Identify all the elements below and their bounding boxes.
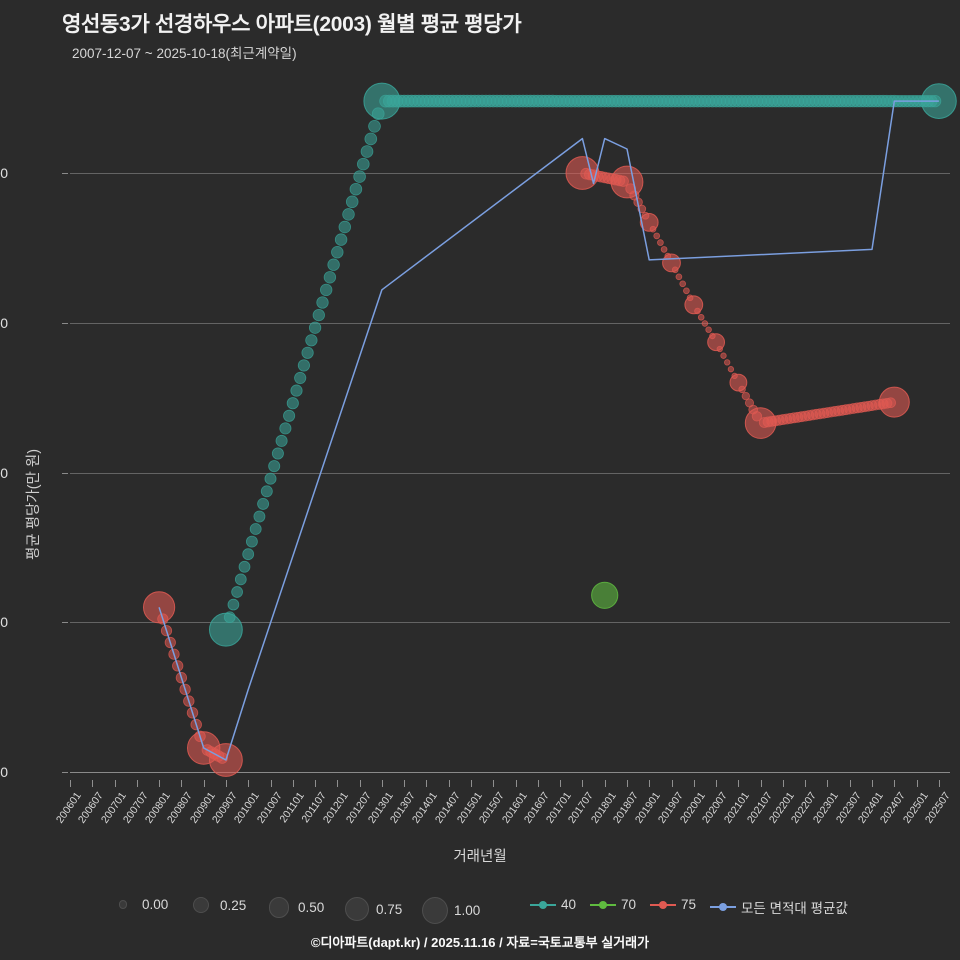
- x-axis-tick-mark: [315, 780, 317, 787]
- legend-series-label: 75: [681, 897, 697, 912]
- plot-area: [70, 78, 950, 773]
- legend-series-swatch: [710, 903, 736, 911]
- x-axis-tick-mark: [471, 780, 472, 787]
- x-axis-tick-mark: [827, 780, 829, 787]
- legend-series-swatch: [590, 900, 616, 909]
- y-axis-tick-mark: [62, 322, 68, 324]
- legend-size-label: 0.50: [298, 899, 325, 915]
- x-axis-tick-mark: [225, 780, 227, 787]
- legend-series-label: 70: [621, 897, 637, 912]
- y-axis-tick-mark: [62, 622, 68, 624]
- legend-series-label: 40: [561, 897, 577, 912]
- x-axis-tick-mark: [582, 780, 584, 787]
- x-axis-tick-mark: [448, 780, 450, 787]
- page-subtitle: 2007-12-07 ~ 2025-10-18(최근계약일): [72, 46, 297, 61]
- x-axis-tick-mark: [671, 780, 673, 787]
- x-axis-tick-mark: [337, 780, 339, 787]
- footer-credit: ©디아파트(dapt.kr) / 2025.11.16 / 자료=국토교통부 실…: [310, 935, 650, 950]
- x-axis-tick-mark: [70, 780, 71, 787]
- x-axis-tick-mark: [493, 780, 495, 787]
- x-axis-tick-mark: [92, 780, 94, 787]
- gridline: [70, 622, 950, 624]
- chart-legend: 0.00 0.25 0.50 0.75 1.00 40 70 75 모든 면적대 평균값: [0, 888, 960, 924]
- y-axis-tick-mark: [62, 173, 68, 174]
- x-axis-tick-mark: [203, 780, 205, 787]
- x-axis-tick-mark: [693, 780, 695, 787]
- legend-size-entry[interactable]: 0.25: [188, 897, 247, 914]
- y-axis-tick-mark: [62, 472, 68, 474]
- legend-size-label: 0.75: [376, 901, 403, 917]
- x-axis-tick-mark: [604, 780, 606, 787]
- x-axis-label: 거래년월: [453, 849, 507, 865]
- legend-series-75[interactable]: 75: [650, 897, 696, 912]
- legend-size-entry[interactable]: 0.00: [110, 897, 168, 912]
- x-axis-tick-mark: [649, 780, 651, 787]
- x-axis-tick-mark: [716, 780, 718, 787]
- y-axis-tick-label: 500: [0, 614, 8, 631]
- legend-size-entry[interactable]: 0.50: [266, 897, 324, 918]
- x-axis-tick-mark: [760, 780, 762, 787]
- legend-series-모든 면적대 평균값[interactable]: 모든 면적대 평균값: [710, 897, 848, 917]
- gridline: [70, 322, 950, 324]
- x-axis-tick-mark: [626, 780, 628, 787]
- legend-size-dot: [192, 897, 210, 914]
- x-axis-tick-mark: [159, 780, 161, 787]
- y-axis-tick-mark: [62, 772, 68, 773]
- x-axis-tick-mark: [270, 780, 272, 787]
- x-axis-tick-mark: [181, 780, 183, 787]
- legend-size-dot: [422, 897, 448, 924]
- x-axis-line: [70, 772, 950, 773]
- x-axis-tick-mark: [782, 780, 784, 787]
- legend-series-swatch: [650, 900, 676, 909]
- x-axis-tick-mark: [805, 780, 807, 787]
- x-axis-tick-mark: [136, 780, 138, 787]
- y-axis-tick-label: 400: [0, 764, 8, 780]
- x-axis-tick-mark: [872, 780, 874, 787]
- x-axis-tick-mark: [381, 780, 383, 787]
- y-axis-tick-label: 800: [0, 165, 8, 181]
- x-axis-tick-mark: [938, 780, 940, 787]
- x-axis-tick-mark: [738, 780, 740, 787]
- x-axis-tick-mark: [248, 780, 250, 787]
- y-axis-tick-label: 600: [0, 464, 8, 481]
- legend-series-label: 모든 면적대 평균값: [741, 901, 848, 916]
- x-axis-tick-mark: [916, 780, 918, 787]
- x-axis-tick-mark: [560, 780, 562, 787]
- legend-series-70[interactable]: 70: [590, 897, 636, 912]
- y-axis-label: 평균 평당가(만 원): [26, 448, 42, 560]
- legend-series-swatch: [530, 900, 556, 909]
- x-axis-tick-mark: [114, 780, 116, 787]
- legend-size-entry[interactable]: 1.00: [422, 897, 480, 924]
- x-axis-tick-mark: [537, 780, 539, 787]
- x-axis-tick-mark: [849, 780, 851, 787]
- x-axis-tick-mark: [426, 780, 428, 787]
- x-axis-tick-mark: [515, 780, 517, 787]
- x-axis-tick-mark: [292, 780, 294, 787]
- legend-size-label: 1.00: [454, 903, 481, 918]
- legend-size-label: 0.00: [142, 897, 169, 912]
- page-title: 영선동3가 선경하우스 아파트(2003) 월별 평균 평당가: [62, 13, 522, 36]
- legend-size-dot: [268, 897, 290, 918]
- gridline: [70, 472, 950, 474]
- legend-size-dot: [118, 900, 128, 909]
- x-axis-tick-mark: [894, 780, 896, 787]
- x-axis-tick-mark: [359, 780, 361, 787]
- gridline: [70, 173, 950, 174]
- x-axis-tick-mark: [404, 780, 406, 787]
- legend-size-entry[interactable]: 0.75: [344, 897, 403, 922]
- legend-series-40[interactable]: 40: [530, 897, 576, 912]
- y-axis-tick-label: 700: [0, 314, 8, 331]
- legend-size-dot: [344, 897, 370, 922]
- legend-size-label: 0.25: [220, 897, 247, 913]
